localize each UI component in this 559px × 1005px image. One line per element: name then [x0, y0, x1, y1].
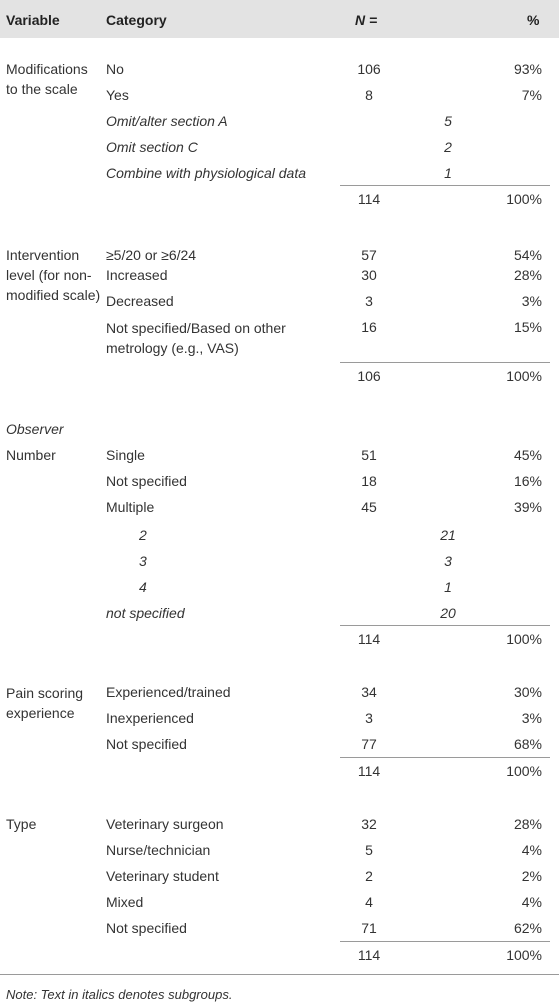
- percent-cell: 45%: [513, 447, 542, 463]
- subgroup-count: 20: [440, 605, 456, 621]
- n-cell: 45: [361, 499, 377, 515]
- subgroup-cell: not specified: [106, 605, 185, 621]
- n-cell: 16: [361, 319, 377, 335]
- subtotal-rule: [340, 362, 550, 363]
- total-percent: 100%: [506, 368, 542, 384]
- total-percent: 100%: [506, 947, 542, 963]
- n-cell: 71: [361, 920, 377, 936]
- total-percent: 100%: [506, 631, 542, 647]
- category-cell: Not specified: [106, 920, 187, 936]
- n-cell: 32: [361, 816, 377, 832]
- subgroup-cell: 2: [139, 527, 147, 543]
- n-cell: 30: [361, 267, 377, 283]
- n-cell: 8: [365, 87, 373, 103]
- total-n: 114: [357, 763, 381, 779]
- variable-label: Type: [6, 816, 37, 832]
- subgroup-cell: Omit section C: [106, 139, 198, 155]
- category-cell: Veterinary student: [106, 868, 219, 884]
- n-cell: 51: [361, 447, 377, 463]
- percent-cell: 39%: [513, 499, 542, 515]
- category-cell: Increased: [106, 267, 168, 283]
- percent-cell: 28%: [513, 816, 542, 832]
- category-cell: ≥5/20 or ≥6/24: [106, 247, 197, 263]
- subtotal-rule: [340, 941, 550, 942]
- n-cell: 57: [361, 247, 377, 263]
- table-header: [0, 0, 559, 38]
- n-cell: 18: [361, 473, 377, 489]
- variable-label: Intervention level (for non-modified sca…: [6, 247, 101, 303]
- section-heading: Observer: [6, 421, 64, 437]
- n-cell: 5: [365, 842, 373, 858]
- subgroup-count: 1: [444, 165, 452, 181]
- percent-cell: 28%: [513, 267, 542, 283]
- header-n: N =: [355, 12, 378, 28]
- category-cell: Multiple: [106, 499, 155, 515]
- total-n: 114: [357, 947, 381, 963]
- category-cell: Single: [106, 447, 145, 463]
- percent-cell: 62%: [513, 920, 542, 936]
- table-bottom-rule: [0, 974, 559, 975]
- category-cell: Inexperienced: [106, 710, 194, 726]
- category-cell: Veterinary surgeon: [106, 816, 224, 832]
- percent-cell: 15%: [513, 319, 542, 335]
- n-cell: 106: [357, 61, 381, 77]
- subgroup-cell: 3: [139, 553, 147, 569]
- category-cell: Nurse/technician: [106, 842, 211, 858]
- category-cell: Mixed: [106, 894, 144, 910]
- n-cell: 2: [365, 868, 373, 884]
- category-cell: Not specified/Based on other metrology (…: [106, 320, 286, 356]
- subtotal-rule: [340, 757, 550, 758]
- percent-cell: 7%: [521, 87, 542, 103]
- subgroup-count: 2: [444, 139, 452, 155]
- header-percent: %: [527, 12, 540, 28]
- header-variable: Variable: [6, 12, 60, 28]
- subgroup-count: 21: [440, 527, 456, 543]
- n-cell: 3: [365, 710, 373, 726]
- variable-label: Number: [6, 447, 56, 463]
- subgroup-cell: Combine with physiological data: [106, 165, 306, 181]
- variable-label: Modifications to the scale: [6, 61, 88, 97]
- total-percent: 100%: [506, 763, 542, 779]
- total-n: 114: [357, 631, 381, 647]
- percent-cell: 54%: [513, 247, 542, 263]
- n-cell: 34: [361, 684, 377, 700]
- n-cell: 77: [361, 736, 377, 752]
- n-cell: 3: [365, 293, 373, 309]
- percent-cell: 68%: [513, 736, 542, 752]
- total-percent: 100%: [506, 191, 542, 207]
- header-category: Category: [106, 12, 167, 28]
- subgroup-cell: Omit/alter section A: [106, 113, 228, 129]
- subgroup-count: 1: [444, 579, 452, 595]
- n-cell: 4: [365, 894, 373, 910]
- percent-cell: 4%: [521, 842, 542, 858]
- percent-cell: 3%: [521, 710, 542, 726]
- category-cell: Not specified: [106, 473, 187, 489]
- subtotal-rule: [340, 625, 550, 626]
- subgroup-count: 3: [444, 553, 452, 569]
- percent-cell: 4%: [521, 894, 542, 910]
- category-cell: No: [106, 61, 124, 77]
- total-n: 114: [357, 191, 381, 207]
- category-cell: Decreased: [106, 293, 174, 309]
- percent-cell: 30%: [513, 684, 542, 700]
- category-cell: Yes: [106, 87, 129, 103]
- percent-cell: 2%: [521, 868, 542, 884]
- subgroup-cell: 4: [139, 579, 147, 595]
- category-cell: Experienced/trained: [106, 684, 231, 700]
- subgroup-count: 5: [444, 113, 452, 129]
- total-n: 106: [357, 368, 381, 384]
- percent-cell: 3%: [521, 293, 542, 309]
- subtotal-rule: [340, 185, 550, 186]
- percent-cell: 93%: [513, 61, 542, 77]
- variable-label: Pain scoring experience: [6, 685, 84, 721]
- table-note: Note: Text in italics denotes subgroups.: [6, 987, 233, 1002]
- percent-cell: 16%: [513, 473, 542, 489]
- category-cell: Not specified: [106, 736, 187, 752]
